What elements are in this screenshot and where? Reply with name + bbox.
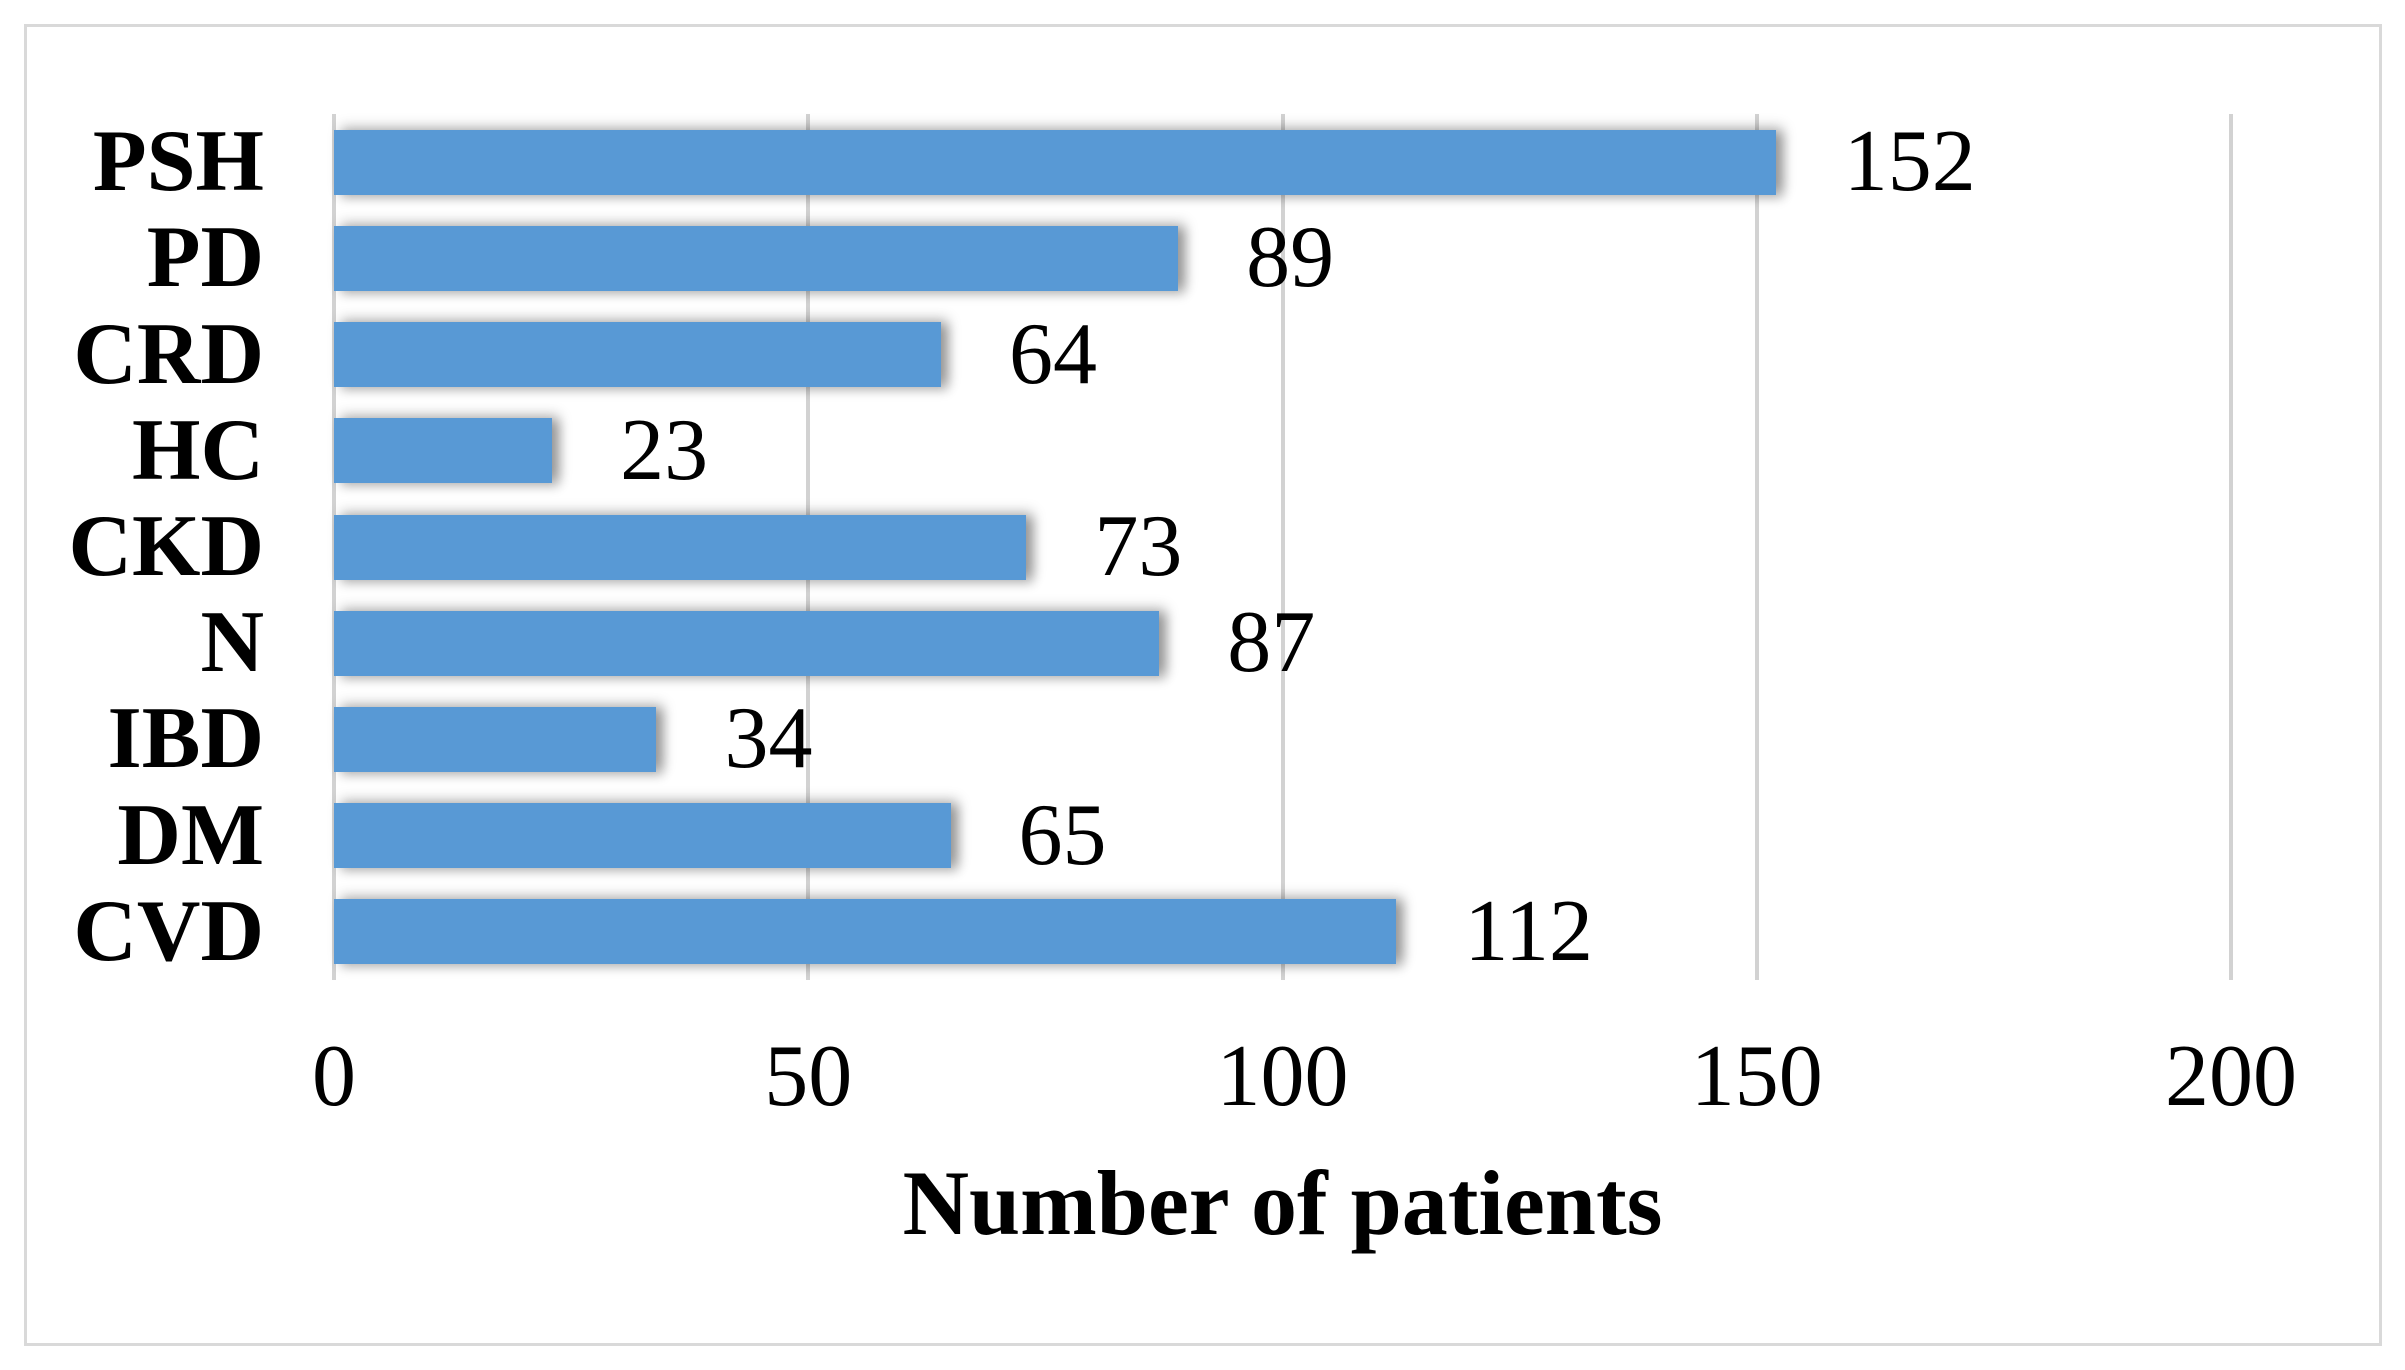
value-label: 64 bbox=[1009, 305, 1098, 403]
category-label: DM bbox=[117, 786, 264, 884]
bar-ibd bbox=[334, 706, 657, 772]
bar-pd bbox=[334, 225, 1179, 291]
category-label: HC bbox=[132, 401, 264, 499]
bar-cvd bbox=[334, 899, 1397, 965]
bar-hc bbox=[334, 418, 553, 484]
value-label: 87 bbox=[1227, 594, 1316, 692]
bar-n bbox=[334, 610, 1160, 676]
x-tick-label: 0 bbox=[312, 1028, 356, 1125]
x-tick-label: 100 bbox=[1216, 1028, 1349, 1125]
value-label: 112 bbox=[1464, 882, 1594, 980]
x-tick-label: 150 bbox=[1690, 1028, 1823, 1125]
bar-crd bbox=[334, 322, 942, 388]
category-label: PSH bbox=[92, 113, 264, 211]
gridline-x-200 bbox=[2229, 114, 2233, 980]
value-label: 152 bbox=[1843, 113, 1976, 211]
category-label: PD bbox=[146, 209, 264, 307]
category-label: CRD bbox=[73, 305, 264, 403]
gridline-x-150 bbox=[1754, 114, 1759, 980]
bar-ckd bbox=[334, 514, 1027, 580]
gridline-x-100 bbox=[1280, 114, 1285, 980]
bar-dm bbox=[334, 803, 951, 869]
value-label: 23 bbox=[620, 401, 709, 499]
x-axis-title: Number of patients bbox=[902, 1152, 1663, 1254]
value-label: 73 bbox=[1094, 498, 1183, 595]
value-label: 65 bbox=[1018, 786, 1107, 884]
x-tick-label: 200 bbox=[2165, 1028, 2297, 1125]
x-tick-label: 50 bbox=[764, 1028, 853, 1125]
category-label: IBD bbox=[107, 690, 265, 788]
bar-psh bbox=[334, 129, 1776, 195]
category-label: CKD bbox=[68, 498, 264, 595]
category-label: N bbox=[200, 594, 264, 692]
category-label: CVD bbox=[73, 882, 264, 980]
value-label: 89 bbox=[1246, 209, 1335, 307]
value-label: 34 bbox=[724, 690, 813, 788]
plot-area bbox=[332, 114, 2233, 980]
